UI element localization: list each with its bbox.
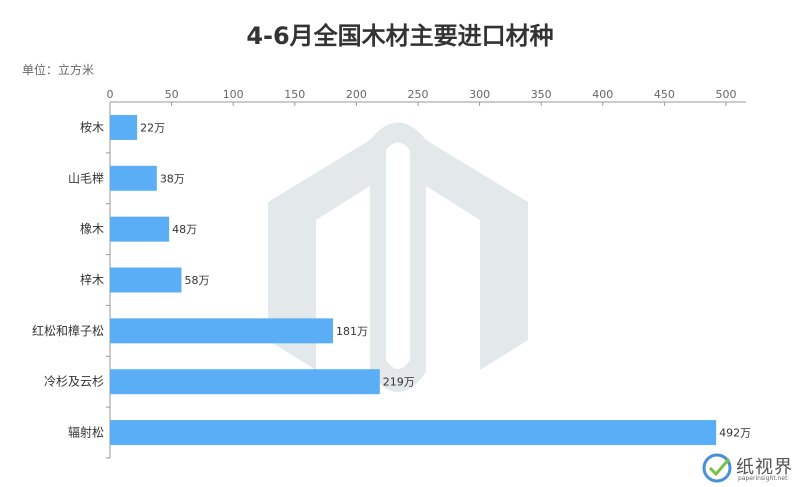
data-label: 48万	[172, 223, 197, 236]
bar	[110, 114, 138, 140]
x-tick-label: 0	[107, 88, 114, 101]
bar	[110, 318, 333, 344]
bar	[110, 165, 157, 191]
unit-label: 单位：立方米	[22, 63, 95, 77]
data-label: 58万	[184, 274, 209, 287]
chart-title: 4-6月全国木材主要进口材种	[246, 22, 554, 50]
category-label: 冷杉及云杉	[44, 375, 104, 389]
category-label: 桉木	[80, 119, 104, 134]
x-tick-label: 400	[592, 88, 613, 101]
x-tick-label: 350	[531, 88, 552, 101]
x-tick-label: 200	[346, 88, 367, 101]
brand-url: paperinsight.net	[738, 475, 788, 482]
x-tick-label: 300	[469, 88, 490, 101]
bar	[110, 369, 380, 395]
x-tick-label: 250	[408, 88, 429, 101]
category-label: 橡木	[80, 222, 104, 236]
x-tick-label: 500	[716, 88, 737, 101]
data-label: 492万	[719, 427, 751, 440]
bar	[110, 216, 170, 242]
x-tick-label: 50	[165, 88, 179, 101]
x-tick-label: 150	[284, 88, 305, 101]
bar	[110, 420, 717, 446]
watermark-logo-icon	[268, 122, 528, 392]
data-label: 219万	[383, 376, 415, 389]
data-label: 38万	[160, 172, 185, 185]
category-label: 梓木	[80, 272, 104, 287]
category-label: 辐射松	[68, 425, 104, 440]
brand-watermark: 纸视界 paperinsight.net	[700, 447, 800, 487]
brand-name: 纸视界	[736, 457, 793, 478]
brand-logo-icon	[702, 453, 732, 483]
category-label: 山毛榉	[68, 171, 104, 185]
x-tick-label: 100	[223, 88, 244, 101]
category-label: 红松和樟子松	[32, 323, 104, 338]
bar	[110, 267, 182, 293]
data-label: 181万	[336, 325, 368, 338]
data-label: 22万	[140, 121, 165, 134]
x-tick-label: 450	[654, 88, 675, 101]
